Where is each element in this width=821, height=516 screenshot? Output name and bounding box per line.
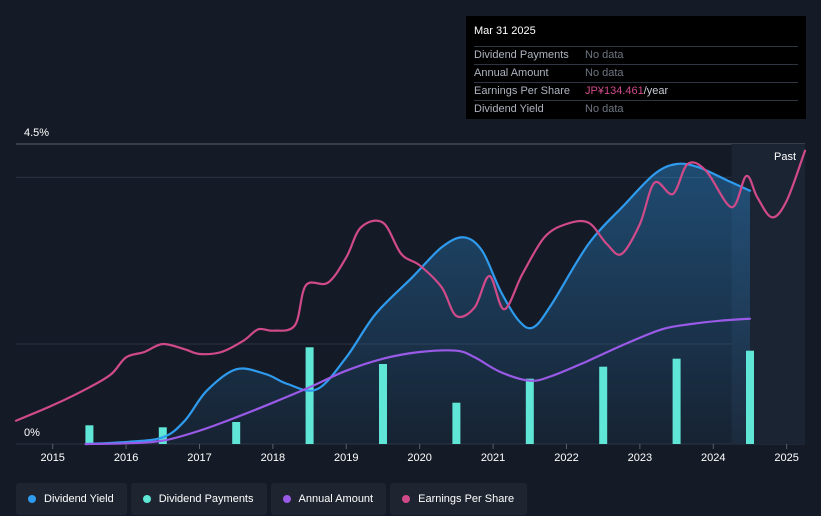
- legend-earnings-per-share[interactable]: Earnings Per Share: [390, 483, 528, 515]
- x-tick-label: 2017: [187, 452, 211, 464]
- x-tick-label: 2023: [628, 452, 652, 464]
- tooltip-value: No data: [585, 103, 624, 115]
- x-tick-label: 2022: [554, 452, 578, 464]
- legend-dot-icon: [402, 495, 411, 503]
- dividend-payment-bar: [452, 402, 461, 444]
- dividend-yield-area: [85, 163, 750, 444]
- chart-legend: Dividend Yield Dividend Payments Annual …: [16, 483, 528, 515]
- tooltip-value: No data: [585, 67, 624, 79]
- y-axis-bottom-label: 0%: [24, 427, 40, 439]
- dividend-chart: 4.5% 0% Past 2015 2016 2017 2018 2019 2020 202…: [14, 127, 807, 464]
- legend-dot-icon: [142, 495, 151, 503]
- dividend-payment-bar: [158, 427, 167, 444]
- annual-amount-line: [84, 317, 752, 446]
- dividend-payment-bar: [599, 366, 608, 444]
- tooltip-value: JP¥134.461: [585, 85, 644, 97]
- x-tick-label: 2018: [261, 452, 285, 464]
- legend-label: Dividend Yield: [44, 493, 114, 505]
- x-tick-label: 2021: [481, 452, 505, 464]
- tooltip-label: Dividend Payments: [474, 49, 569, 61]
- tooltip-row-dividend-payments: Dividend Payments No data: [474, 47, 798, 65]
- dividend-payment-bar: [85, 425, 94, 444]
- dividend-payment-bar: [305, 347, 314, 444]
- dividend-payment-bar: [746, 350, 754, 444]
- tooltip-row-annual-amount: Annual Amount No data: [474, 65, 798, 83]
- dividend-payment-bar: [525, 378, 534, 444]
- x-tick-label: 2024: [701, 452, 725, 464]
- legend-annual-amount[interactable]: Annual Amount: [270, 483, 387, 515]
- x-tick-label: 2015: [40, 452, 64, 464]
- legend-dividend-payments[interactable]: Dividend Payments: [130, 483, 267, 515]
- tooltip-value: No data: [585, 49, 624, 61]
- dividend-payment-bar: [672, 358, 681, 444]
- dividend-yield-line: [84, 162, 752, 446]
- dividend-payment-bar: [232, 422, 241, 444]
- earnings-per-share-line: [14, 149, 807, 422]
- legend-dot-icon: [28, 495, 36, 503]
- legend-dividend-yield[interactable]: Dividend Yield: [16, 483, 127, 515]
- tooltip-row-earnings-per-share: Earnings Per Share JP¥134.461/year: [474, 83, 798, 101]
- dividend-payment-bar: [379, 364, 387, 444]
- x-tick-label: 2020: [407, 452, 431, 464]
- x-tick-label: 2019: [334, 452, 358, 464]
- tooltip-value-suffix: /year: [643, 85, 669, 97]
- tooltip-panel: Mar 31 2025 Dividend Payments No data An…: [466, 16, 806, 119]
- tooltip-label: Dividend Yield: [474, 103, 544, 115]
- tooltip-date: Mar 31 2025: [474, 24, 798, 47]
- legend-dot-icon: [282, 495, 291, 503]
- y-axis-top-label: 4.5%: [24, 127, 49, 139]
- tooltip-row-dividend-yield: Dividend Yield No data: [474, 101, 798, 118]
- tooltip-label: Earnings Per Share: [474, 85, 570, 97]
- legend-label: Annual Amount: [298, 493, 374, 505]
- legend-label: Earnings Per Share: [418, 493, 515, 505]
- x-tick-label: 2025: [774, 452, 798, 464]
- tooltip-label: Annual Amount: [474, 67, 549, 79]
- past-label: Past: [774, 151, 796, 163]
- legend-label: Dividend Payments: [158, 493, 254, 505]
- x-tick-label: 2016: [114, 452, 138, 464]
